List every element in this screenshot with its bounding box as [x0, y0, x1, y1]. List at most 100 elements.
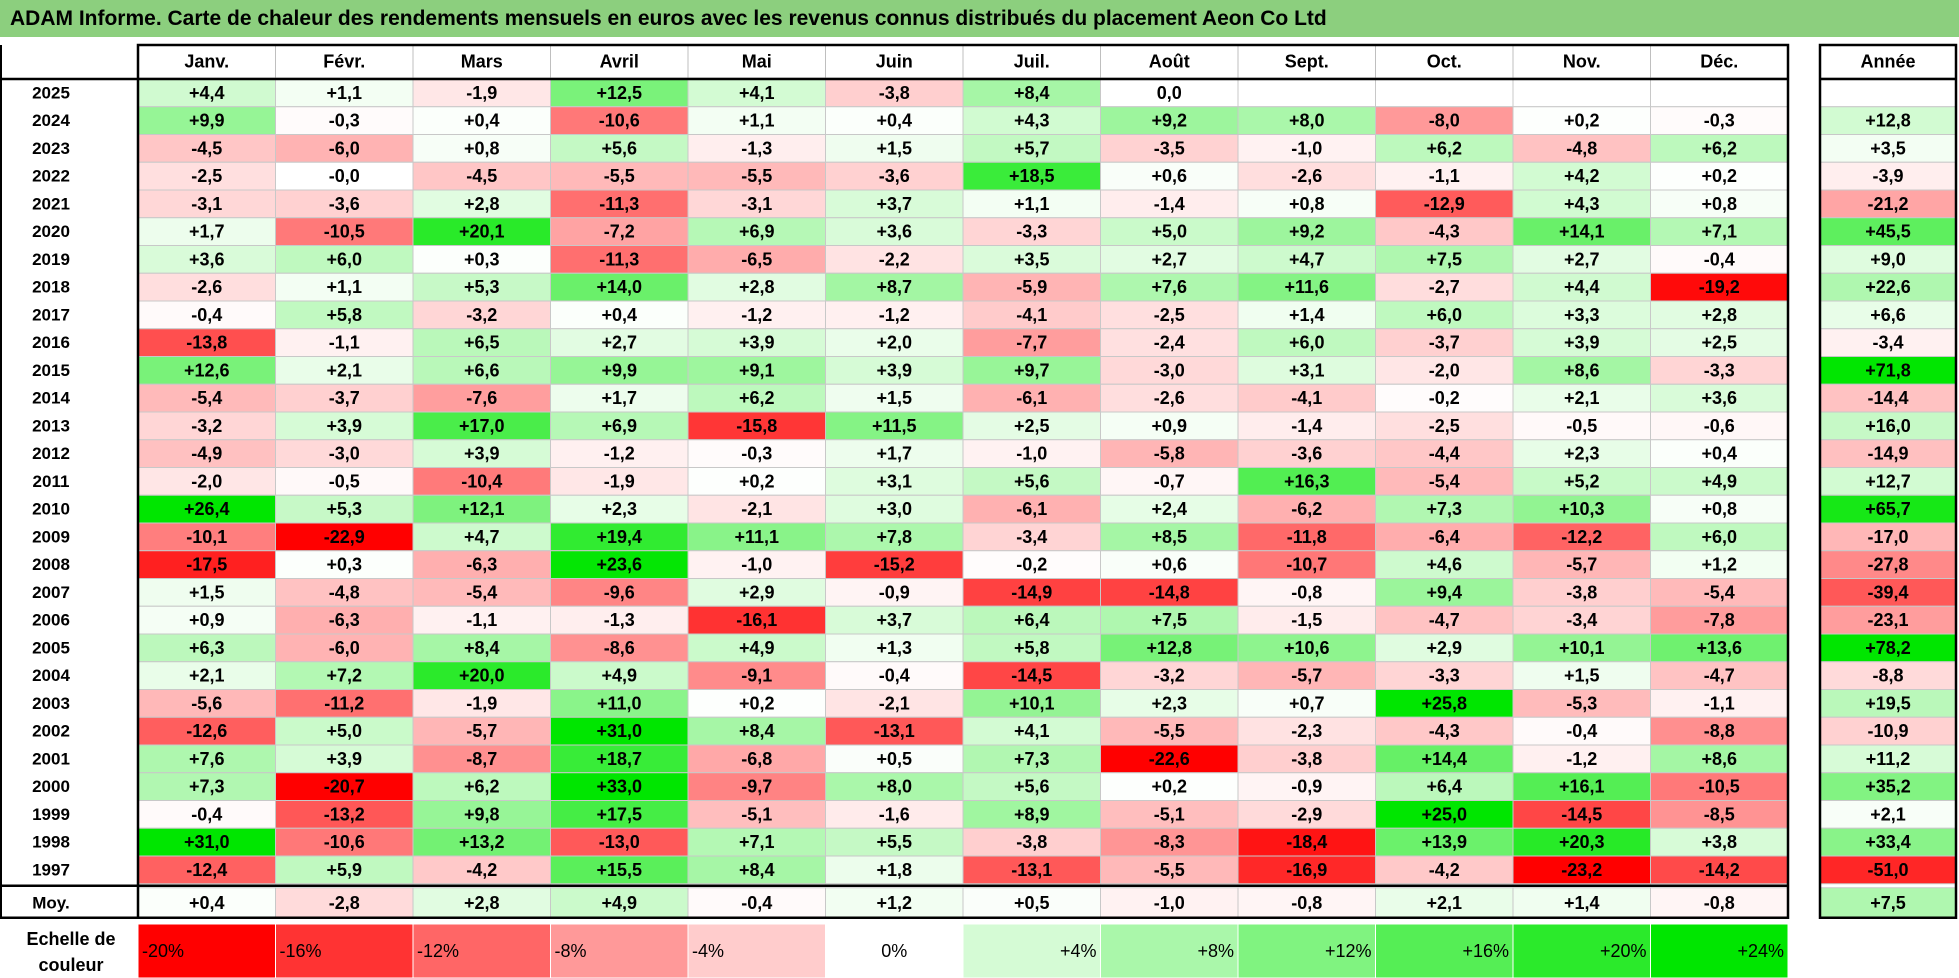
annual-value: +6,6: [1870, 305, 1906, 325]
cell-value: +6,0: [1701, 527, 1737, 547]
annual-value: -3,4: [1872, 333, 1903, 353]
heatmap-cell: [962, 827, 1101, 857]
average-value: -0,8: [1704, 893, 1735, 913]
heatmap-cell: [687, 78, 826, 108]
cell-value: -4,2: [1429, 860, 1460, 880]
cell-value: -16,1: [736, 610, 777, 630]
cell-value: +2,1: [189, 666, 225, 686]
heatmap-cell: [1650, 855, 1789, 885]
cell-value: +23,6: [596, 555, 642, 575]
heatmap-cell: [1375, 827, 1514, 857]
annual-value: -51,0: [1867, 860, 1908, 880]
cell-value: +9,1: [739, 360, 775, 380]
cell-value: +2,3: [1151, 693, 1187, 713]
cell-value: +5,6: [601, 138, 637, 158]
cell-value: -5,1: [741, 804, 772, 824]
cell-value: -8,5: [1704, 804, 1735, 824]
annual-cell: [1819, 772, 1957, 801]
cell-value: +6,6: [464, 360, 500, 380]
heatmap-cell: [412, 689, 551, 718]
heatmap-cell: [1100, 661, 1239, 690]
cell-value: +4,7: [1289, 249, 1325, 269]
heatmap-cell: [1237, 411, 1376, 441]
cell-value: -1,2: [1566, 749, 1597, 769]
cell-value: +1,2: [1701, 555, 1737, 575]
heatmap-cell: [962, 550, 1101, 579]
cell-value: +6,2: [739, 388, 775, 408]
heatmap-cell: [275, 189, 414, 219]
cell-value: -6,3: [329, 610, 360, 630]
cell-value: +11,5: [872, 416, 917, 436]
cell-value: +14,1: [1559, 222, 1605, 242]
heatmap-cell: [1375, 272, 1514, 302]
annual-cell: [1819, 411, 1957, 441]
cell-value: -1,3: [741, 138, 772, 158]
heatmap-cell: [1375, 439, 1514, 468]
cell-value: +3,1: [1289, 360, 1325, 380]
cell-value: +3,8: [1701, 832, 1737, 852]
scale-swatch: [687, 923, 826, 978]
heatmap-cell: [1650, 161, 1789, 191]
average-cell: [1100, 887, 1239, 919]
cell-value: -20,7: [324, 777, 365, 797]
cell-value: -0,4: [191, 804, 222, 824]
year-label: 2016: [32, 333, 70, 352]
year-label: 2022: [32, 167, 70, 186]
cell-value: -8,6: [604, 638, 635, 658]
cell-value: +1,5: [1564, 666, 1600, 686]
annual-value: +71,8: [1865, 360, 1911, 380]
cell-value: +6,5: [464, 333, 500, 353]
cell-value: +18,5: [1009, 166, 1055, 186]
annual-cell: [1819, 494, 1957, 524]
column-header-label: Mai: [742, 52, 772, 72]
cell-value: -5,7: [466, 721, 497, 741]
year-label: 2008: [32, 555, 70, 574]
heatmap-cell: [1100, 356, 1239, 385]
heatmap-cell: [1375, 605, 1514, 635]
cell-value: -0,8: [1291, 582, 1322, 602]
cell-value: +7,3: [1014, 749, 1050, 769]
heatmap-cell: [412, 134, 551, 163]
year-label: 2021: [32, 194, 70, 213]
cell-value: -0,5: [1566, 416, 1597, 436]
heatmap-cell: [825, 494, 964, 524]
cell-value: -10,6: [599, 111, 640, 131]
cell-value: -5,4: [1429, 471, 1460, 491]
heatmap-cell: [1512, 522, 1651, 552]
year-label: 2025: [32, 83, 70, 102]
cell-value: +3,6: [1701, 388, 1737, 408]
cell-value: +3,7: [876, 610, 912, 630]
heatmap-cell: [1512, 716, 1651, 746]
heatmap-cell: [962, 578, 1101, 607]
cell-value: -3,3: [1016, 222, 1047, 242]
annual-cell: [1819, 217, 1957, 246]
cell-value: +3,9: [326, 416, 362, 436]
heatmap-cell: [1237, 522, 1376, 552]
cell-value: -5,5: [604, 166, 635, 186]
average-cell: [962, 887, 1101, 919]
column-header-label: Juin: [876, 52, 913, 72]
heatmap-cell: [1237, 328, 1376, 357]
cell-value: +2,7: [1564, 249, 1600, 269]
heatmap-cell: [412, 661, 551, 690]
heatmap-cell: [1237, 356, 1376, 385]
cell-value: +6,3: [189, 638, 225, 658]
annual-cell: [1819, 245, 1957, 274]
heatmap-cell: [550, 522, 689, 552]
cell-value: +0,2: [1151, 777, 1187, 797]
year-label: 2010: [32, 500, 70, 519]
column-header-label: Janv.: [184, 52, 229, 72]
cell-value: -3,2: [191, 416, 222, 436]
annual-cell: [1819, 578, 1957, 607]
cell-value: +9,4: [1426, 582, 1462, 602]
heatmap-cell: [1375, 106, 1514, 135]
cell-value: -4,3: [1429, 721, 1460, 741]
cell-value: +26,4: [184, 499, 230, 519]
heatmap-cell: [550, 661, 689, 690]
cell-value: +5,3: [464, 277, 500, 297]
cell-value: -5,7: [1566, 555, 1597, 575]
heatmap-cell: [1650, 328, 1789, 357]
cell-value: +4,6: [1426, 555, 1462, 575]
cell-value: -1,2: [741, 305, 772, 325]
year-label: 2020: [32, 222, 70, 241]
